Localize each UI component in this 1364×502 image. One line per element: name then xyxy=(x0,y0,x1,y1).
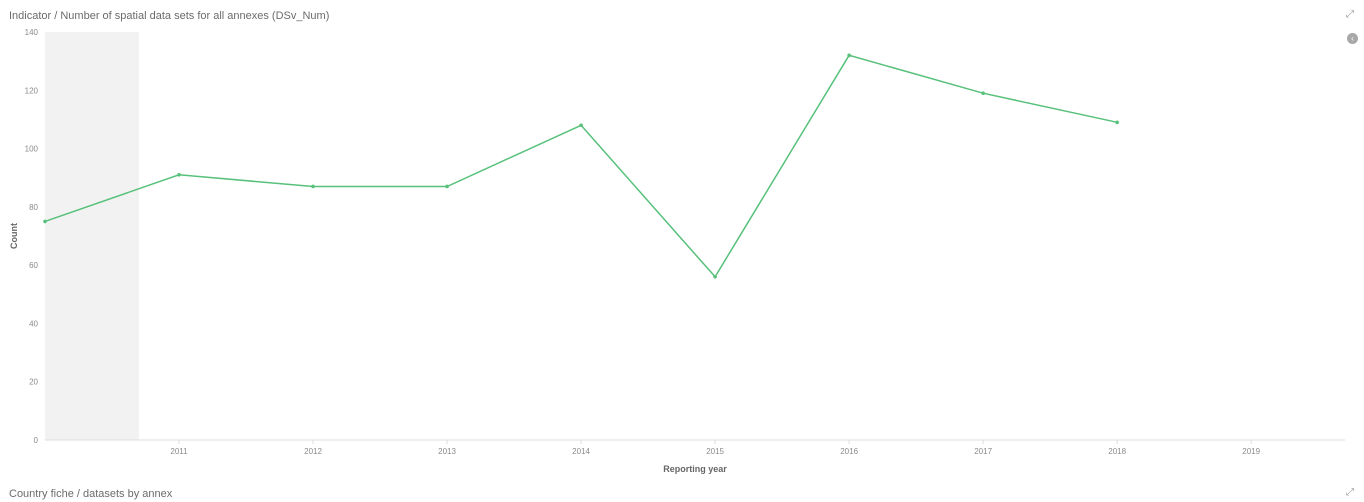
expand-icon[interactable]: ⤢ xyxy=(1346,487,1354,498)
data-point[interactable] xyxy=(177,173,181,177)
x-tick-label: 2014 xyxy=(572,447,590,456)
y-tick-label: 100 xyxy=(25,145,39,154)
y-tick-label: 0 xyxy=(34,436,39,445)
series-line xyxy=(44,54,1118,279)
data-point[interactable] xyxy=(43,219,47,224)
expand-icon[interactable]: ⤢ xyxy=(1346,9,1354,20)
y-tick-label: 80 xyxy=(29,203,38,212)
x-tick-label: 2011 xyxy=(170,447,188,456)
data-point[interactable] xyxy=(579,123,583,128)
data-point[interactable] xyxy=(445,184,449,189)
data-points xyxy=(43,53,1119,279)
data-point[interactable] xyxy=(981,91,985,95)
x-axis-title: Reporting year xyxy=(663,464,727,474)
x-tick-label: 2013 xyxy=(438,447,456,456)
y-tick-label: 40 xyxy=(29,319,38,328)
chart-panel-title: Indicator / Number of spatial data sets … xyxy=(9,10,330,22)
y-axis: 0 20 40 60 80 100 120 140 xyxy=(25,28,39,445)
highlight-band xyxy=(45,32,139,440)
y-tick-label: 120 xyxy=(25,86,39,95)
x-tick-label: 2016 xyxy=(840,447,858,456)
x-tick-label: 2018 xyxy=(1108,447,1126,456)
x-tick-label: 2012 xyxy=(304,447,322,456)
data-point[interactable] xyxy=(713,275,717,279)
x-tick-label: 2017 xyxy=(974,447,992,456)
y-tick-label: 140 xyxy=(25,28,39,37)
y-axis-title: Count xyxy=(9,223,19,249)
x-tick-label: 2019 xyxy=(1242,447,1260,456)
chevron-left-icon[interactable]: ‹ xyxy=(1347,33,1358,44)
x-tick-label: 2015 xyxy=(706,447,724,456)
second-panel-title: Country fiche / datasets by annex xyxy=(9,488,173,500)
data-point[interactable] xyxy=(1115,120,1119,125)
data-point[interactable] xyxy=(311,184,315,189)
y-tick-label: 20 xyxy=(29,378,38,387)
y-tick-label: 60 xyxy=(29,261,38,270)
x-axis: 2011 2012 2013 2014 2015 2016 2017 2018 2019 xyxy=(170,440,1261,456)
data-point[interactable] xyxy=(847,53,851,58)
